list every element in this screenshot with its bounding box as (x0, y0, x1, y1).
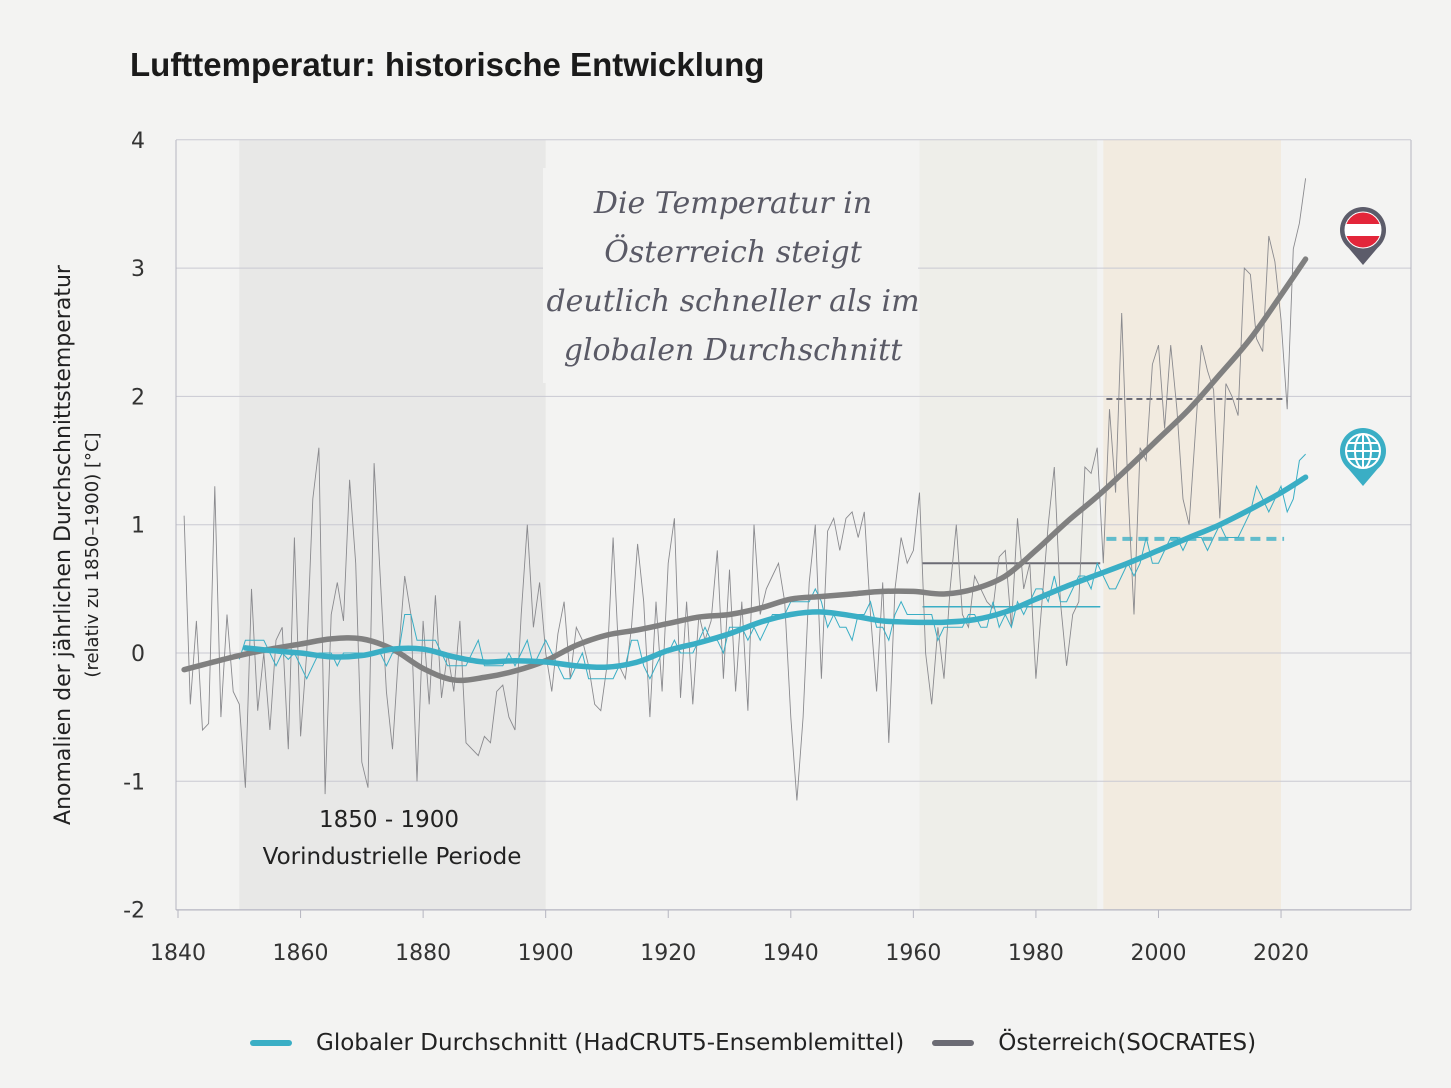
legend: Globaler Durchschnitt (HadCRUT5-Ensemble… (250, 1030, 1284, 1056)
y-tick-label: -2 (123, 899, 145, 924)
y-tick-label: 4 (131, 129, 145, 154)
y-tick-label: -1 (123, 770, 145, 795)
y-axis-label: Anomalien der jährlichen Durchschnittste… (51, 264, 76, 825)
y-tick-label: 2 (131, 385, 145, 410)
annotation-line: globalen Durchschnitt (564, 333, 903, 368)
austria-annual-line (183, 178, 1307, 801)
legend-item-austria: Österreich(SOCRATES) (932, 1030, 1256, 1056)
legend-item-global: Globaler Durchschnitt (HadCRUT5-Ensemble… (250, 1030, 904, 1056)
globe-pin-icon (1340, 428, 1386, 486)
legend-label-austria: Österreich(SOCRATES) (998, 1030, 1257, 1056)
x-tick-label: 2000 (1130, 941, 1186, 966)
x-tick-label: 1920 (640, 941, 696, 966)
legend-label-global: Globaler Durchschnitt (HadCRUT5-Ensemble… (316, 1030, 905, 1056)
x-tick-label: 2020 (1253, 941, 1309, 966)
global-smoothed-line (242, 474, 1309, 671)
y-axis-sublabel: (relativ zu 1850–1900) [°C] (82, 432, 103, 677)
legend-swatch-austria (932, 1040, 975, 1046)
x-tick-label: 1860 (273, 941, 329, 966)
austria-smoothed-line (181, 256, 1309, 684)
x-tick-label: 1880 (395, 941, 451, 966)
x-tick-label: 1900 (518, 941, 574, 966)
x-tick-label: 1960 (885, 941, 941, 966)
annotation-line: deutlich schneller als im (546, 284, 919, 319)
x-tick-label: 1840 (150, 941, 206, 966)
preindustrial-years-label: 1850 - 1900 (319, 807, 459, 833)
chart-title: Lufttemperatur: historische Entwicklung (130, 46, 765, 83)
y-tick-label: 3 (131, 257, 145, 282)
x-tick-label: 1940 (763, 941, 819, 966)
preindustrial-period-label: Vorindustrielle Periode (263, 844, 522, 870)
legend-swatch-global (250, 1040, 292, 1046)
annotation-background (543, 168, 918, 383)
y-tick-label: 1 (131, 514, 145, 539)
austria-flag-pin-icon (1340, 207, 1386, 265)
y-tick-label: 0 (131, 642, 145, 667)
annotation-line: Österreich steigt (604, 234, 862, 270)
annotation-line: Die Temperatur in (593, 186, 872, 221)
x-tick-label: 1980 (1008, 941, 1064, 966)
